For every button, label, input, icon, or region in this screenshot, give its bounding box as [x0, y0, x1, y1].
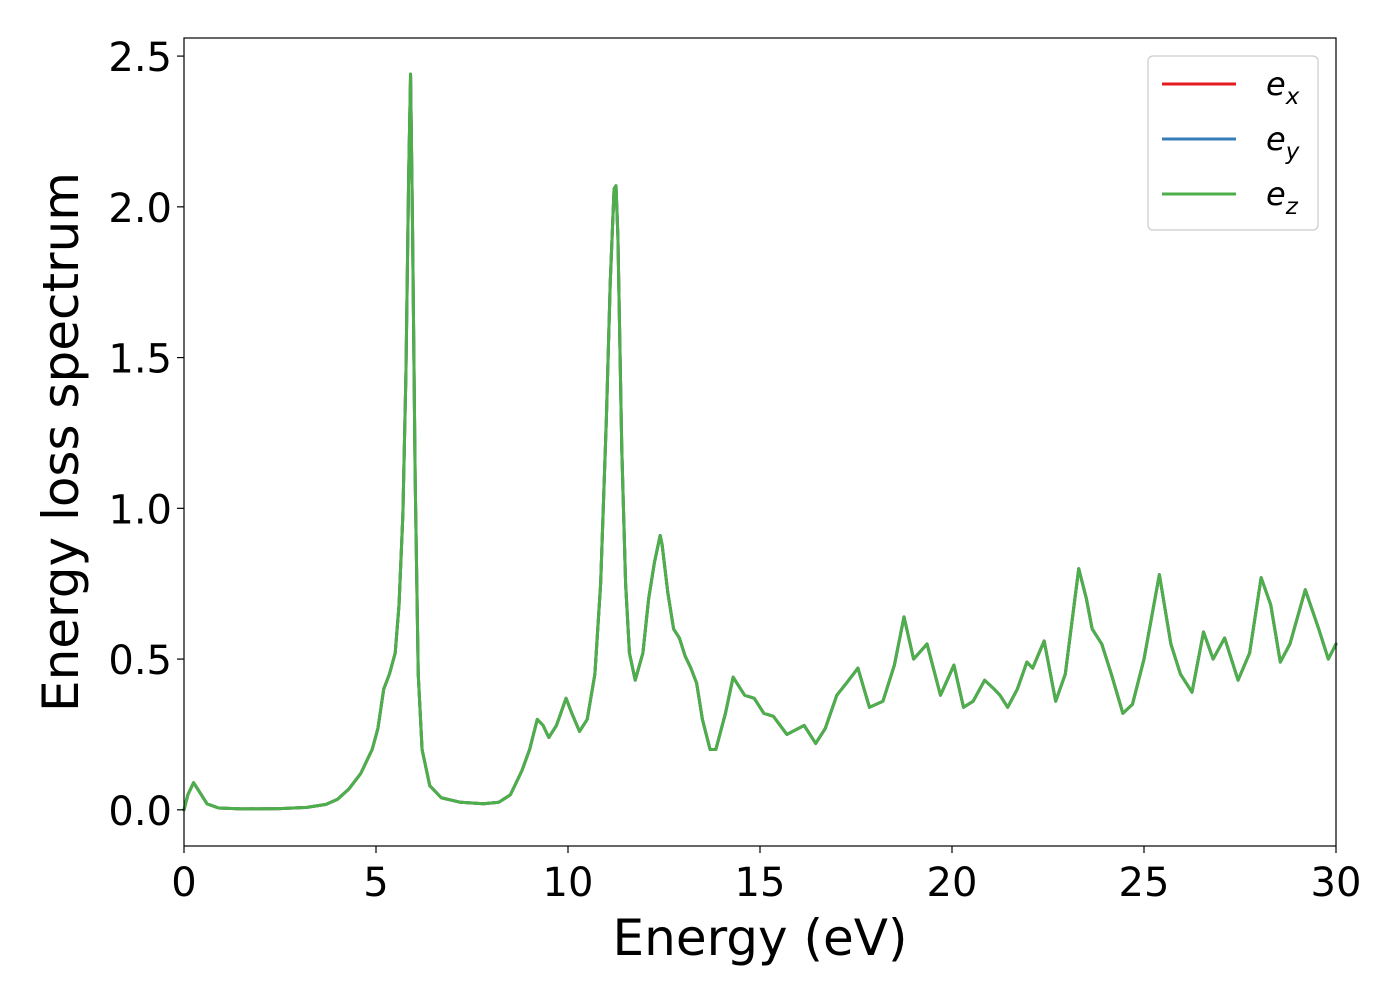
x-tick-label: 10 [543, 860, 594, 906]
y-axis-label: Energy loss spectrum [32, 172, 90, 712]
x-axis: 0 5 10 15 20 25 30 [171, 846, 1361, 906]
legend-label-ey: ey [1266, 120, 1300, 165]
x-tick-label: 30 [1311, 860, 1362, 906]
y-axis: 0.0 0.5 1.0 1.5 2.0 2.5 [108, 35, 184, 835]
x-tick-label: 25 [1119, 860, 1170, 906]
x-tick-label: 0 [171, 860, 196, 906]
legend-box [1147, 55, 1319, 231]
legend-label-ex: ex [1266, 65, 1300, 110]
y-tick-label: 1.0 [108, 487, 172, 533]
series-line-e-z [182, 72, 1338, 812]
y-tick-label: 2.0 [108, 186, 172, 232]
y-tick-label: 0.5 [108, 638, 172, 684]
legend: ex ey ez [1147, 55, 1319, 231]
y-tick-label: 1.5 [108, 337, 172, 383]
x-tick-label: 20 [927, 860, 978, 906]
y-tick-label: 2.5 [108, 35, 172, 81]
x-tick-label: 5 [363, 860, 388, 906]
x-tick-label: 15 [735, 860, 786, 906]
y-tick-label: 0.0 [108, 789, 172, 835]
legend-label-ez: ez [1266, 175, 1299, 220]
series-layer [182, 72, 1338, 812]
x-axis-label: Energy (eV) [613, 909, 908, 967]
